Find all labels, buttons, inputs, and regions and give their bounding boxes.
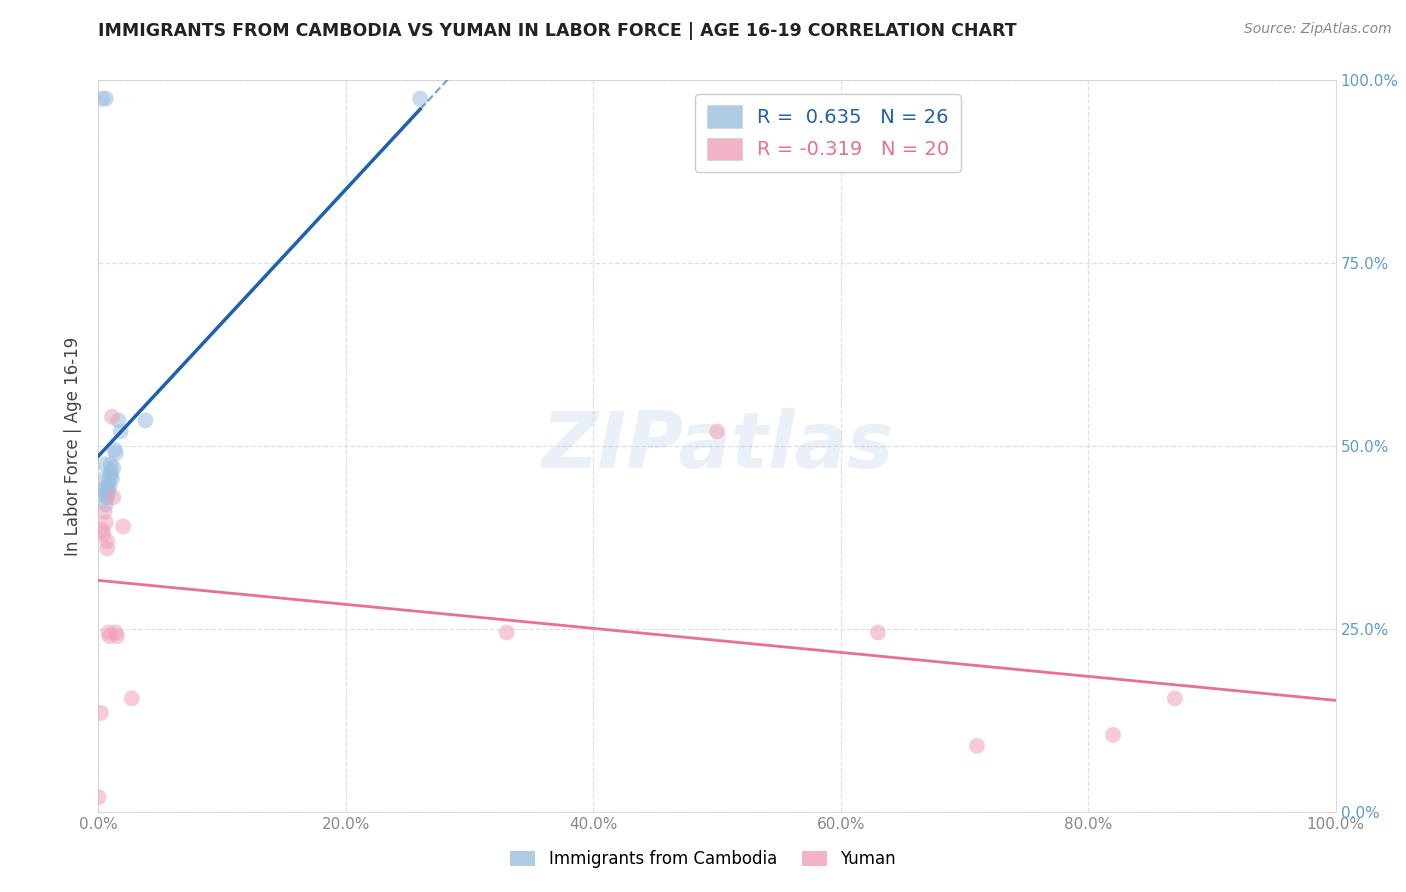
Point: [966, 739, 988, 753]
Point: [93, 458, 115, 472]
Point: [97, 625, 120, 640]
Point: [104, 446, 127, 460]
Point: [103, 442, 125, 457]
Point: [121, 691, 143, 706]
Point: [94, 92, 117, 106]
Point: [93, 472, 115, 486]
Text: ZIPatlas: ZIPatlas: [541, 408, 893, 484]
Point: [98, 629, 121, 643]
Point: [98, 472, 121, 486]
Point: [94, 498, 117, 512]
Point: [134, 413, 156, 427]
Legend: R =  0.635   N = 26, R = -0.319   N = 20: R = 0.635 N = 26, R = -0.319 N = 20: [695, 94, 960, 171]
Point: [96, 541, 118, 556]
Point: [409, 92, 432, 106]
Point: [100, 458, 122, 472]
Point: [1102, 728, 1125, 742]
Point: [93, 505, 115, 519]
Point: [91, 523, 114, 537]
Point: [104, 625, 127, 640]
Point: [93, 526, 115, 541]
Point: [866, 625, 889, 640]
Point: [98, 479, 121, 493]
Legend: Immigrants from Cambodia, Yuman: Immigrants from Cambodia, Yuman: [503, 844, 903, 875]
Point: [96, 534, 118, 549]
Point: [94, 486, 117, 500]
Point: [112, 519, 135, 533]
Text: IMMIGRANTS FROM CAMBODIA VS YUMAN IN LABOR FORCE | AGE 16-19 CORRELATION CHART: IMMIGRANTS FROM CAMBODIA VS YUMAN IN LAB…: [98, 22, 1017, 40]
Point: [91, 92, 114, 106]
Point: [96, 479, 118, 493]
Point: [96, 490, 118, 504]
Point: [90, 706, 112, 720]
Point: [105, 629, 128, 643]
Point: [103, 461, 125, 475]
Point: [100, 468, 122, 483]
Point: [495, 625, 517, 640]
Point: [1164, 691, 1187, 706]
Point: [100, 465, 122, 479]
Y-axis label: In Labor Force | Age 16-19: In Labor Force | Age 16-19: [65, 336, 83, 556]
Point: [96, 483, 118, 497]
Point: [103, 490, 125, 504]
Point: [110, 425, 132, 439]
Point: [94, 516, 117, 530]
Point: [93, 483, 115, 497]
Point: [107, 413, 129, 427]
Point: [97, 483, 120, 497]
Point: [101, 409, 124, 424]
Point: [94, 490, 117, 504]
Point: [87, 790, 110, 805]
Point: [101, 472, 124, 486]
Point: [706, 425, 728, 439]
Point: [97, 486, 120, 500]
Text: Source: ZipAtlas.com: Source: ZipAtlas.com: [1244, 22, 1392, 37]
